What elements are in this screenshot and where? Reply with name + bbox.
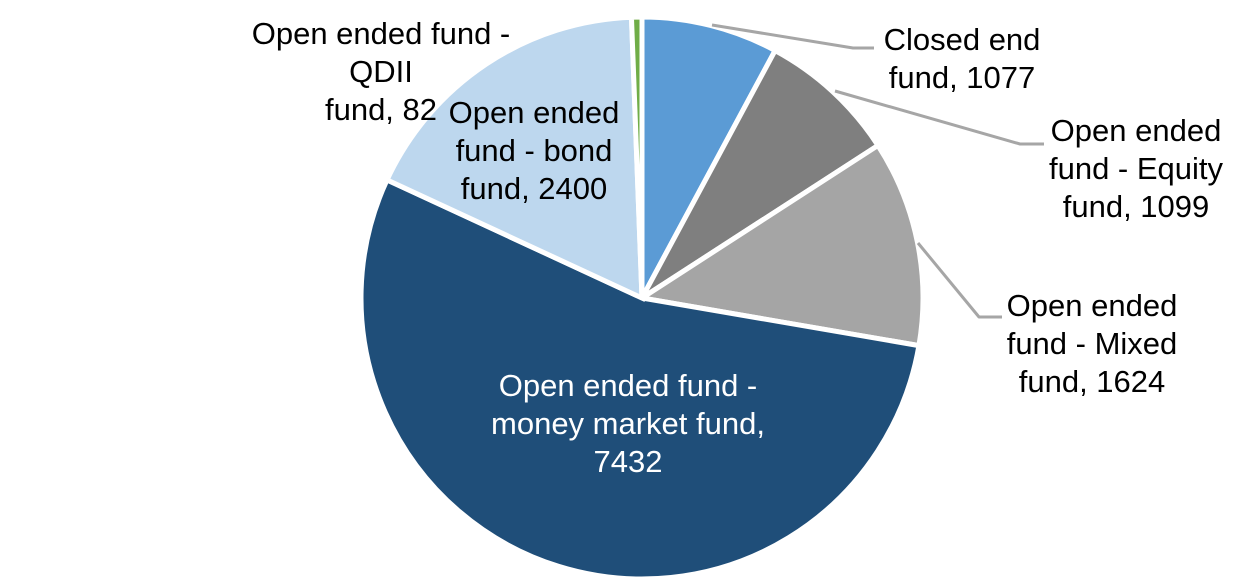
- pie-slice-open-ended-fund-mixed-fund[interactable]: [635, 142, 926, 349]
- pie-slices-group: [358, 14, 926, 582]
- data-label-equity-fund: Open ended fund - Equity fund, 1099: [1048, 113, 1224, 224]
- pie-slice-open-ended-fund-bond-fund[interactable]: [383, 14, 645, 302]
- leader-lines-group: [711, 23, 1044, 319]
- leader-line-mixed-fund: [916, 242, 1002, 319]
- pie-slice-closed-end-fund[interactable]: [639, 14, 779, 300]
- data-label-bond-fund: Open ended fund - bond fund, 2400: [448, 95, 620, 206]
- data-label-qdii-fund: Open ended fund - QDII fund, 82: [251, 16, 511, 127]
- pie-slice-open-ended-fund-qdii-fund[interactable]: [628, 14, 645, 299]
- leader-line-equity-fund: [834, 89, 1044, 146]
- data-label-money-market-fund: Open ended fund - money market fund, 743…: [491, 368, 765, 479]
- pie-slice-open-ended-fund-money-market-fund[interactable]: [358, 176, 922, 582]
- pie-slice-open-ended-fund-equity-fund[interactable]: [639, 47, 882, 301]
- data-label-mixed-fund: Open ended fund - Mixed fund, 1624: [1006, 288, 1178, 399]
- data-label-closed-end-fund: Closed end fund, 1077: [883, 22, 1041, 95]
- leader-line-closed-end-fund: [711, 23, 874, 50]
